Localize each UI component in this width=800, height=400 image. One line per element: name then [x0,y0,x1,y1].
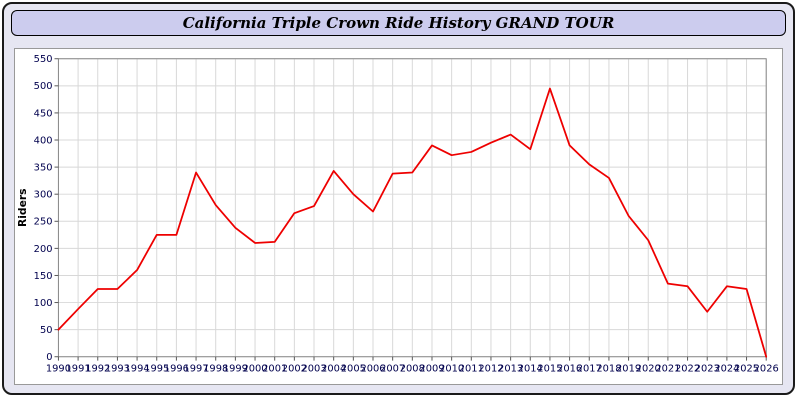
svg-text:2008: 2008 [400,363,425,374]
title-bar: California Triple Crown Ride History GRA… [11,10,786,36]
svg-text:2002: 2002 [282,363,307,374]
svg-text:2011: 2011 [459,363,484,374]
chart-area: 0 50 100 150 200 250 300 350 400 450 500 550 1990 199… [14,48,783,385]
svg-text:2020: 2020 [636,363,661,374]
chart-svg: 0501001502002503003504004505005501990199… [16,54,779,374]
svg-text:2003: 2003 [301,363,326,374]
svg-text:2013: 2013 [498,363,523,374]
svg-text:2007: 2007 [380,363,405,374]
svg-text:2006: 2006 [360,363,385,374]
svg-text:1997: 1997 [184,363,209,374]
svg-text:2004: 2004 [321,363,346,374]
svg-text:550: 550 [34,54,53,65]
svg-text:200: 200 [34,244,53,255]
svg-text:2015: 2015 [537,363,562,374]
svg-text:400: 400 [34,135,53,146]
svg-text:50: 50 [40,325,53,336]
svg-text:0: 0 [46,352,52,363]
svg-text:100: 100 [34,298,53,309]
svg-text:250: 250 [34,217,53,228]
svg-text:2024: 2024 [714,363,739,374]
svg-text:350: 350 [34,163,53,174]
svg-text:2009: 2009 [419,363,444,374]
svg-text:2016: 2016 [557,363,582,374]
svg-text:2010: 2010 [439,363,464,374]
svg-text:1996: 1996 [164,363,189,374]
svg-text:2001: 2001 [262,363,287,374]
y-axis-label: Riders [16,189,29,227]
riders-series-line [57,87,768,358]
svg-text:2018: 2018 [596,363,621,374]
svg-text:2017: 2017 [577,363,602,374]
svg-text:300: 300 [34,190,53,201]
svg-text:2012: 2012 [478,363,503,374]
svg-text:1991: 1991 [66,363,91,374]
svg-text:1998: 1998 [203,363,228,374]
svg-text:1995: 1995 [144,363,169,374]
svg-text:2014: 2014 [518,363,543,374]
svg-text:1990: 1990 [46,363,71,374]
svg-text:2022: 2022 [675,363,700,374]
svg-text:1992: 1992 [85,363,110,374]
svg-text:2025: 2025 [734,363,759,374]
svg-text:150: 150 [34,271,53,282]
svg-text:1994: 1994 [125,363,150,374]
svg-text:2019: 2019 [616,363,641,374]
window: California Triple Crown Ride History GRA… [2,2,795,395]
chart-title: California Triple Crown Ride History GRA… [182,14,615,32]
svg-text:2023: 2023 [695,363,720,374]
svg-text:1993: 1993 [105,363,130,374]
svg-text:2026: 2026 [754,363,779,374]
svg-text:2005: 2005 [341,363,366,374]
svg-text:450: 450 [34,108,53,119]
svg-text:1999: 1999 [223,363,248,374]
svg-text:2021: 2021 [655,363,680,374]
svg-text:500: 500 [34,81,53,92]
svg-text:2000: 2000 [242,363,267,374]
